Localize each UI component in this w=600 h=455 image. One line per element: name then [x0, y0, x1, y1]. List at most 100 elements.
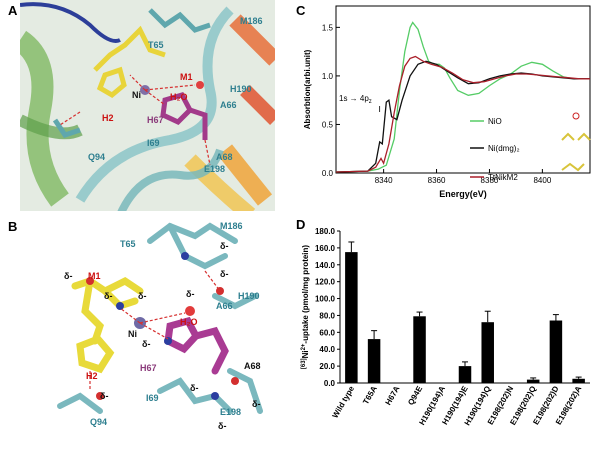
- bar: [367, 339, 381, 383]
- legend-structure-glyphs: [561, 112, 591, 172]
- bar: [458, 366, 472, 383]
- x-tick-label: 8340: [375, 176, 393, 185]
- legend-entry: TtNikM2: [488, 173, 518, 182]
- residue-label: Ni: [132, 90, 141, 100]
- partial-charge-label: δ-: [138, 291, 147, 301]
- partial-charge-label: δ-: [220, 269, 229, 279]
- y-tick-label: 160.0: [315, 244, 336, 253]
- partial-charge-label: δ-: [190, 383, 199, 393]
- annotation-label: 1s → 4pz: [339, 94, 372, 105]
- panel-b-structure: M186 T65 M1 Ni H₂O H190 A66 H2 H67 Q94 I…: [20, 211, 275, 433]
- partial-charge-label: δ-: [220, 241, 229, 251]
- residue-label: E198: [204, 164, 226, 174]
- y-tick-label: 1.5: [322, 23, 334, 32]
- residue-label: H190: [230, 84, 252, 94]
- uptake-bar-chart: 0.0 20.0 40.0 60.0 80.0 100.0 120.0 140.0 160.0 1…: [301, 227, 590, 427]
- bar: [526, 379, 540, 383]
- y-tick-label: 40.0: [319, 345, 335, 354]
- panel-b: B: [0, 211, 300, 450]
- bar: [572, 378, 585, 383]
- panel-a: A: [0, 0, 300, 225]
- bar: [504, 382, 517, 384]
- y-tick-label: 180.0: [315, 227, 336, 236]
- x-tick-label: 8360: [428, 176, 446, 185]
- residue-label: A66: [220, 100, 237, 110]
- panel-d: D 0.0 20.0 40.0 60.0 80.0 100.0 120.0 140.0 160.…: [296, 217, 600, 450]
- residue-label: H190: [238, 291, 260, 301]
- y-tick-label: 20.0: [319, 362, 335, 371]
- annotation-subscript: z: [369, 99, 372, 105]
- partial-charge-label: δ-: [142, 339, 151, 349]
- x-tick-label: 8380: [481, 176, 499, 185]
- panel-a-structure-art: [20, 0, 275, 215]
- residue-label: A66: [216, 301, 233, 311]
- bar: [481, 322, 494, 383]
- x-axis-label: Energy(eV): [439, 189, 487, 199]
- y-tick-label: 1.0: [322, 72, 334, 81]
- xanes-chart: 8340 8360 8380 8400 0.0 0.5 1.0 1.5 Energy(eV) Ab…: [303, 5, 591, 199]
- series-line: [335, 21, 590, 173]
- y-tick-label: 0.0: [322, 169, 334, 178]
- legend-entry: NiO: [488, 117, 502, 126]
- residue-label: I69: [146, 393, 159, 403]
- structure-glyph: [572, 112, 580, 120]
- residue-label: H2: [102, 113, 114, 123]
- y-axis-label: [63]Ni2+-uptake (pmol/mg protein): [301, 245, 310, 370]
- bar: [549, 320, 563, 383]
- y-axis-label: Absorbtion(arbi.unit): [303, 49, 312, 129]
- bar: [413, 316, 426, 383]
- y-tick-label: 140.0: [315, 261, 336, 270]
- partial-charge-label: δ-: [100, 391, 109, 401]
- x-tick-label: Q94E: [406, 384, 424, 407]
- y-axis-label-rest: -uptake (pmol/mg protein): [301, 245, 310, 344]
- residue-label: H67: [140, 363, 157, 373]
- bar: [436, 382, 449, 384]
- y-tick-label: 100.0: [315, 295, 336, 304]
- residue-label: A68: [244, 361, 261, 371]
- y-tick-label: 60.0: [319, 328, 335, 337]
- x-tick-label: T65A: [361, 384, 379, 406]
- series-line: [335, 60, 590, 173]
- panel-a-label: A: [8, 3, 18, 18]
- panel-b-label: B: [8, 219, 18, 234]
- bar: [390, 382, 404, 384]
- structure-glyph: [561, 132, 591, 141]
- x-tick-label: 8400: [533, 176, 551, 185]
- panel-d-label: D: [296, 217, 306, 232]
- structure-glyph: [561, 162, 585, 172]
- legend-entry: Ni(dmg)₂: [488, 144, 520, 153]
- partial-charge-label: δ-: [218, 421, 227, 431]
- series-line: [335, 55, 590, 173]
- residue-label: Q94: [88, 152, 106, 162]
- partial-charge-label: δ-: [186, 289, 195, 299]
- residue-label: H67: [147, 115, 164, 125]
- residue-label: H₂O: [170, 92, 188, 102]
- residue-label: I69: [147, 138, 160, 148]
- residue-label: E198: [220, 407, 242, 417]
- x-tick-label: Wild type: [331, 384, 357, 420]
- residue-label: H2: [86, 371, 98, 381]
- residue-label: A68: [216, 152, 233, 162]
- panel-c-label: C: [296, 3, 306, 18]
- y-axis-label-ion-sup: 2+: [301, 343, 307, 350]
- panel-c: C 8340 8360 8380 8400 0.0 0.5 1.0 1.5 Energy(eV)…: [296, 0, 600, 225]
- y-axis-label-ion: Ni: [301, 350, 310, 358]
- bar: [345, 252, 358, 383]
- x-tick-label: H67A: [384, 384, 402, 406]
- residue-label: M1: [88, 271, 101, 281]
- residue-label: M1: [180, 72, 193, 82]
- partial-charge-label: δ-: [104, 291, 113, 301]
- residue-label: M186: [240, 16, 263, 26]
- plot-frame: [335, 5, 591, 174]
- panel-b-structure-art: [20, 211, 275, 433]
- residue-label: Q94: [90, 417, 108, 427]
- partial-charge-label: δ-: [252, 399, 261, 409]
- y-axis-label-sup: [63]: [301, 358, 307, 369]
- residue-label: Ni: [128, 329, 137, 339]
- panel-a-structure: M186 T65 M1 Ni H₂O H190 A66 H2 H67 Q94 I…: [20, 0, 275, 215]
- residue-label: T65: [120, 239, 136, 249]
- residue-label: M186: [220, 221, 243, 231]
- y-tick-label: 120.0: [315, 278, 336, 287]
- y-tick-label: 80.0: [319, 311, 335, 320]
- residue-label: H₂O: [180, 317, 198, 327]
